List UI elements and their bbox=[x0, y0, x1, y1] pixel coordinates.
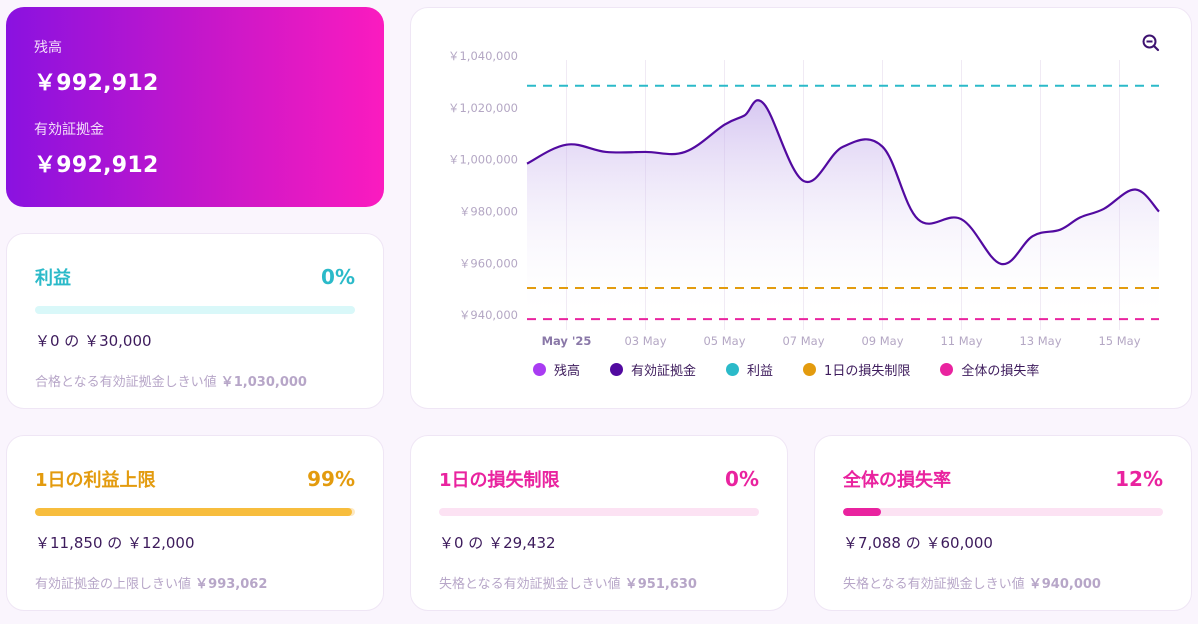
zoom-out-icon[interactable] bbox=[1140, 32, 1162, 54]
profit-threshold: 合格となる有効証拠金しきい値 ￥1,030,000 bbox=[35, 371, 355, 390]
daily-loss-range: ￥0 の ￥29,432 bbox=[439, 534, 556, 552]
total-loss-threshold-value: ￥940,000 bbox=[1028, 577, 1101, 592]
daily-loss-threshold: 失格となる有効証拠金しきい値 ￥951,630 bbox=[439, 573, 759, 592]
balance-value: ￥992,912 bbox=[34, 71, 159, 96]
daily-profit-threshold-value: ￥993,062 bbox=[195, 577, 268, 592]
legend-item-4[interactable]: 全体の損失率 bbox=[940, 360, 1039, 379]
legend-item-1[interactable]: 有効証拠金 bbox=[610, 360, 696, 379]
legend-item-0[interactable]: 残高 bbox=[533, 360, 580, 379]
legend-item-3[interactable]: 1日の損失制限 bbox=[803, 360, 910, 379]
legend-label-3: 1日の損失制限 bbox=[824, 364, 911, 379]
x-tick-label-7: 15 May bbox=[1098, 334, 1140, 348]
total-loss-range: ￥7,088 の ￥60,000 bbox=[843, 534, 993, 552]
total-loss-threshold: 失格となる有効証拠金しきい値 ￥940,000 bbox=[843, 573, 1163, 592]
equity-chart-card: ￥1,040,000 ￥1,020,000 ￥1,000,000 ￥980,000 ￥9… bbox=[410, 7, 1192, 409]
equity-label: 有効証拠金 bbox=[34, 122, 104, 138]
daily-loss-percent: 0% bbox=[725, 467, 759, 491]
profit-threshold-value: ￥1,030,000 bbox=[220, 375, 307, 390]
y-tick-label-5: ￥940,000 bbox=[459, 308, 518, 322]
daily-loss-progress-bar bbox=[439, 508, 759, 516]
series-line-0 bbox=[526, 99, 1160, 266]
daily-profit-threshold-label: 有効証拠金の上限しきい値 bbox=[35, 577, 192, 592]
daily-loss-threshold-value: ￥951,630 bbox=[624, 577, 697, 592]
daily-loss-card: 1日の損失制限 0% ￥0 の ￥29,432 失格となる有効証拠金しきい値 ￥… bbox=[410, 435, 788, 611]
legend-item-2[interactable]: 利益 bbox=[726, 360, 773, 379]
x-tick-label-0: May '25 bbox=[542, 334, 592, 348]
total-loss-title: 全体の損失率 bbox=[843, 470, 951, 491]
chart-legend: 残高 有効証拠金 利益 1日の損失制限 全体の損失率 bbox=[533, 360, 1039, 379]
series-area-0 bbox=[527, 100, 1159, 323]
daily-profit-threshold: 有効証拠金の上限しきい値 ￥993,062 bbox=[35, 573, 355, 592]
daily-loss-threshold-label: 失格となる有効証拠金しきい値 bbox=[439, 577, 621, 592]
equity-value: ￥992,912 bbox=[34, 153, 159, 178]
profit-range: ￥0 の ￥30,000 bbox=[35, 332, 152, 350]
x-tick-label-2: 05 May bbox=[703, 334, 745, 348]
total-loss-percent: 12% bbox=[1115, 467, 1163, 491]
daily-profit-progress-bar bbox=[35, 508, 355, 516]
x-tick-label-5: 11 May bbox=[940, 334, 982, 348]
x-tick-label-1: 03 May bbox=[624, 334, 666, 348]
y-tick-label-4: ￥960,000 bbox=[459, 256, 518, 270]
profit-title: 利益 bbox=[35, 268, 71, 289]
y-tick-label-0: ￥1,040,000 bbox=[448, 49, 518, 63]
x-tick-label-3: 07 May bbox=[782, 334, 824, 348]
y-tick-label-1: ￥1,020,000 bbox=[448, 101, 518, 115]
y-tick-label-2: ￥1,000,000 bbox=[448, 153, 518, 167]
profit-percent: 0% bbox=[321, 265, 355, 289]
profit-threshold-label: 合格となる有効証拠金しきい値 bbox=[35, 375, 217, 390]
x-tick-label-4: 09 May bbox=[861, 334, 903, 348]
total-loss-card: 全体の損失率 12% ￥7,088 の ￥60,000 失格となる有効証拠金しき… bbox=[814, 435, 1192, 611]
legend-dot-0 bbox=[533, 363, 546, 376]
equity-chart: ￥1,040,000 ￥1,020,000 ￥1,000,000 ￥980,000 ￥9… bbox=[448, 49, 1160, 348]
profit-card: 利益 0% ￥0 の ￥30,000 合格となる有効証拠金しきい値 ￥1,030… bbox=[6, 233, 384, 409]
legend-label-2: 利益 bbox=[747, 364, 774, 379]
daily-profit-card: 1日の利益上限 99% ￥11,850 の ￥12,000 有効証拠金の上限しき… bbox=[6, 435, 384, 611]
legend-dot-2 bbox=[726, 363, 740, 376]
legend-label-1: 有効証拠金 bbox=[631, 364, 697, 379]
legend-dot-1 bbox=[610, 363, 624, 376]
legend-dot-3 bbox=[803, 363, 817, 376]
y-tick-label-3: ￥980,000 bbox=[459, 205, 518, 219]
legend-dot-4 bbox=[940, 363, 954, 376]
daily-loss-title: 1日の損失制限 bbox=[439, 470, 560, 491]
balance-card: 残高 ￥992,912 有効証拠金 ￥992,912 bbox=[6, 7, 384, 207]
daily-profit-title: 1日の利益上限 bbox=[35, 470, 156, 491]
legend-label-4: 全体の損失率 bbox=[961, 364, 1040, 379]
total-loss-threshold-label: 失格となる有効証拠金しきい値 bbox=[843, 577, 1025, 592]
daily-profit-range: ￥11,850 の ￥12,000 bbox=[35, 534, 195, 552]
legend-label-0: 残高 bbox=[554, 364, 581, 379]
profit-progress-bar bbox=[35, 306, 355, 314]
daily-profit-percent: 99% bbox=[307, 467, 355, 491]
balance-label: 残高 bbox=[34, 40, 62, 56]
x-tick-label-6: 13 May bbox=[1019, 334, 1061, 348]
total-loss-progress-bar bbox=[843, 508, 1163, 516]
